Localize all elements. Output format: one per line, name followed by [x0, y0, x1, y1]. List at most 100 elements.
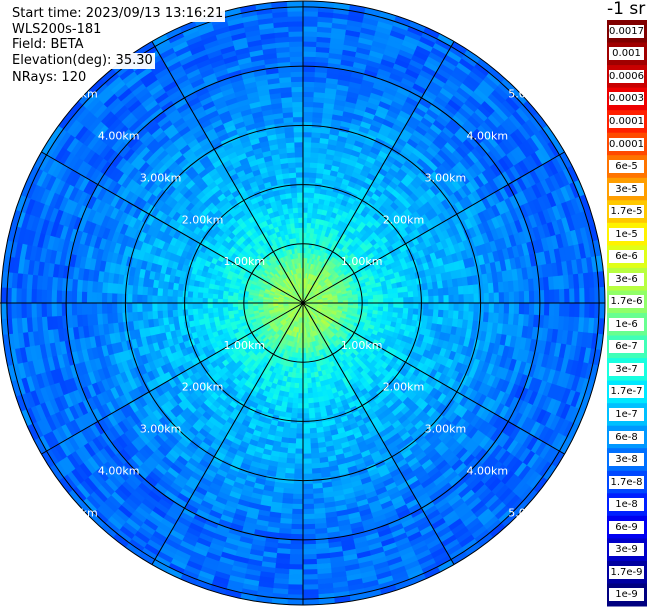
field-cell [156, 302, 163, 311]
field-cell [296, 408, 304, 415]
field-cell [166, 302, 173, 311]
field-cell [291, 197, 299, 204]
field-cell [373, 302, 379, 308]
field-cell [302, 121, 313, 128]
field-cell [302, 448, 312, 455]
field-cell [222, 298, 228, 304]
field-cell [432, 288, 440, 297]
field-cell [297, 393, 304, 399]
field-cell [473, 302, 480, 313]
field-cell [302, 433, 311, 440]
field-cell [302, 176, 310, 183]
field-cell [212, 297, 218, 304]
field-cell [298, 378, 304, 384]
field-cell [503, 291, 510, 304]
field-cell [408, 302, 415, 310]
field-cell [295, 171, 304, 178]
field-cell [287, 442, 296, 450]
field-cell [508, 302, 515, 315]
field-cell [493, 292, 500, 304]
field-cell [306, 372, 312, 379]
field-cell [292, 116, 304, 123]
field-cell [302, 186, 310, 193]
field-cell [302, 473, 313, 480]
field-cell [192, 291, 199, 298]
field-cell [310, 151, 320, 159]
field-cell [423, 302, 430, 310]
field-cell [212, 302, 218, 309]
field-cell [201, 302, 208, 309]
field-cell [413, 302, 420, 310]
field-cell [423, 296, 430, 304]
field-cell [302, 196, 309, 203]
field-cell [298, 383, 304, 389]
field-cell [294, 151, 304, 158]
field-cell [503, 302, 510, 315]
field-cell [483, 292, 490, 304]
field-cell [428, 302, 435, 311]
field-cell [141, 294, 148, 304]
field-cell [291, 508, 304, 515]
field-cell [302, 126, 313, 133]
field-cell [453, 302, 460, 312]
field-cell [382, 289, 389, 295]
field-cell [292, 101, 304, 108]
field-cell [443, 295, 450, 304]
field-cell [197, 291, 204, 299]
field-cell [312, 392, 319, 399]
field-cell [398, 297, 405, 304]
field-cell [302, 201, 309, 208]
field-cell [367, 298, 374, 304]
field-cell [191, 296, 198, 304]
field-cell [171, 309, 179, 318]
field-cell [201, 297, 208, 304]
field-cell [290, 187, 298, 194]
field-cell [302, 483, 314, 490]
field-cell [285, 141, 296, 149]
field-cell [292, 488, 304, 495]
field-cell [297, 388, 304, 394]
field-cell [483, 302, 490, 314]
field-cell [302, 453, 312, 460]
field-cell [146, 294, 153, 304]
field-cell [293, 473, 304, 480]
field-cell [298, 222, 304, 228]
field-cell [146, 310, 154, 320]
field-cell [457, 285, 465, 296]
field-cell [136, 293, 143, 304]
field-cell [106, 292, 113, 304]
field-cell [297, 398, 304, 405]
field-cell [294, 227, 300, 234]
field-cell [302, 212, 309, 218]
field-cell [207, 307, 214, 314]
field-cell [156, 287, 164, 296]
field-cell [437, 309, 445, 319]
field-cell [286, 447, 296, 455]
field-cell [302, 156, 311, 163]
field-cell [146, 286, 154, 296]
field-cell [442, 310, 450, 319]
field-cell [448, 294, 455, 304]
field-cell [101, 292, 108, 304]
field-cell [171, 288, 179, 297]
field-cell [151, 310, 159, 320]
field-cell [306, 382, 313, 389]
field-cell [295, 161, 304, 168]
field-cell [287, 161, 297, 169]
field-cell [232, 306, 239, 311]
field-cell [298, 227, 304, 233]
field-cell [151, 302, 158, 312]
field-cell [309, 161, 319, 169]
field-cell [217, 298, 223, 304]
field-cell [207, 302, 213, 309]
field-cell [308, 176, 317, 184]
field-cell [289, 422, 298, 430]
field-cell [309, 427, 318, 435]
field-cell [302, 141, 312, 148]
field-cell [452, 310, 460, 320]
field-cell [141, 302, 148, 312]
field-cell [302, 423, 310, 430]
field-cell [377, 294, 384, 300]
field-cell [407, 308, 414, 315]
field-cell [166, 309, 174, 318]
